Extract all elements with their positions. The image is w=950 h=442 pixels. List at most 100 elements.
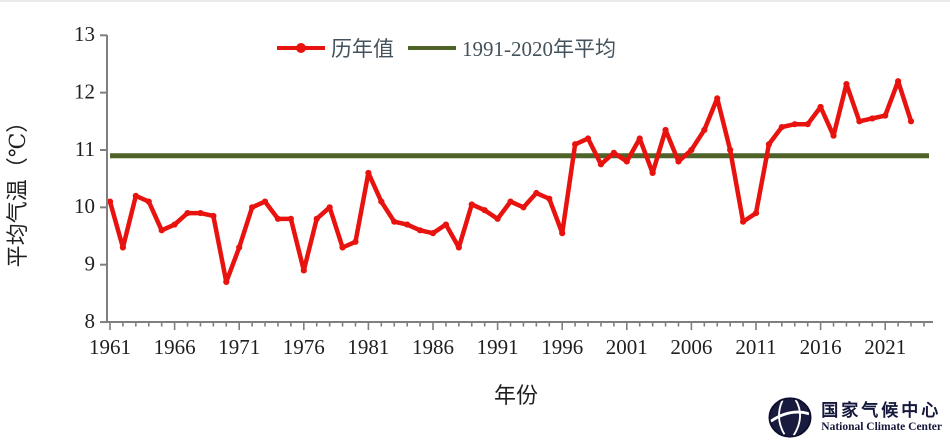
y-axis-ticks: 8 9 10 11 12 13: [74, 22, 107, 333]
annual-line-sample: [277, 43, 325, 53]
x-tick-label: 1991: [477, 335, 519, 359]
data-point-markers: [106, 78, 915, 286]
data-point: [636, 135, 643, 142]
annual-marker-dot-icon: [296, 43, 306, 53]
data-point: [468, 201, 475, 208]
data-point: [171, 221, 178, 228]
x-axis-ticks: 1961 1966 1971 1976 1981 1986 1991 1996 2001 2006…: [89, 322, 925, 359]
data-point: [158, 227, 165, 234]
ncc-logo: 国家气候中心 National Climate Center: [767, 396, 942, 439]
data-point: [378, 198, 385, 205]
x-tick-label: 1996: [541, 335, 583, 359]
x-tick-label: 2011: [735, 335, 776, 359]
y-tick-label: 9: [85, 252, 96, 276]
ncc-globe-icon: [768, 397, 812, 438]
data-point: [184, 209, 191, 217]
data-point: [895, 78, 902, 85]
data-point: [455, 244, 462, 251]
y-tick-label: 11: [75, 137, 95, 161]
data-point: [791, 121, 798, 128]
y-tick-label: 13: [74, 22, 95, 46]
data-point: [817, 103, 824, 111]
data-point: [313, 215, 320, 222]
legend: 历年值 1991-2020年平均: [277, 33, 616, 63]
data-point: [572, 141, 579, 148]
y-tick-label: 12: [74, 79, 95, 103]
data-point: [610, 149, 617, 156]
y-axis-title: 平均气温（℃）: [5, 111, 30, 268]
data-point: [778, 123, 785, 131]
x-tick-label: 1981: [347, 335, 389, 359]
data-point: [481, 207, 488, 214]
data-point: [249, 204, 256, 211]
x-tick-label: 1971: [218, 335, 260, 359]
x-tick-label: 2001: [606, 335, 648, 359]
legend-item-annual: 历年值: [277, 33, 394, 63]
data-point: [597, 161, 605, 168]
data-point: [442, 221, 450, 228]
data-point: [416, 227, 424, 234]
data-point: [584, 135, 592, 142]
data-point: [520, 204, 527, 211]
x-tick-label: 1966: [154, 335, 196, 359]
data-point: [856, 118, 863, 125]
x-axis-title: 年份: [494, 383, 538, 408]
data-point: [559, 230, 566, 237]
data-point: [300, 267, 307, 274]
legend-item-average: 1991-2020年平均: [408, 33, 616, 63]
data-point: [882, 112, 889, 119]
data-point: [714, 95, 721, 102]
data-point: [533, 189, 540, 197]
data-point: [326, 204, 333, 211]
data-point: [261, 198, 269, 205]
legend-label-average: 1991-2020年平均: [462, 37, 616, 61]
temperature-line: [107, 78, 914, 285]
data-point: [649, 169, 656, 177]
data-point: [804, 121, 811, 128]
data-point: [365, 169, 372, 177]
data-point: [752, 209, 760, 217]
x-tick-label: 1976: [283, 335, 325, 359]
data-point: [119, 244, 127, 251]
data-point: [404, 221, 411, 228]
data-point: [701, 126, 708, 134]
data-point: [132, 192, 139, 199]
x-tick-label: 2016: [800, 335, 842, 359]
data-point: [546, 195, 553, 202]
data-point: [223, 278, 230, 286]
data-point: [830, 132, 837, 139]
data-point: [869, 115, 876, 122]
x-tick-label: 1961: [89, 335, 131, 359]
data-point: [688, 146, 695, 154]
data-point: [352, 238, 359, 245]
data-point: [197, 209, 204, 217]
data-point: [727, 146, 734, 154]
x-tick-label: 1986: [412, 335, 454, 359]
data-point: [494, 215, 501, 222]
data-point: [274, 215, 282, 222]
data-point: [843, 80, 850, 88]
data-point: [145, 198, 152, 205]
legend-label-annual: 历年值: [331, 37, 394, 61]
data-point: [210, 212, 217, 220]
average-line-sample: [408, 46, 456, 50]
data-point: [339, 244, 346, 251]
brand-text: 国家气候中心 National Climate Center: [821, 401, 942, 434]
data-point: [429, 230, 437, 237]
data-point: [507, 198, 514, 205]
x-tick-label: 2021: [864, 335, 906, 359]
x-tick-label: 2006: [670, 335, 712, 359]
data-point: [391, 218, 398, 225]
y-tick-label: 10: [74, 194, 95, 218]
brand-name-en: National Climate Center: [821, 420, 942, 433]
data-point: [907, 118, 915, 125]
data-point: [623, 158, 630, 165]
data-point: [765, 141, 773, 148]
data-point: [106, 198, 114, 205]
data-point: [287, 215, 294, 222]
brand-name-zh: 国家气候中心: [821, 401, 942, 421]
data-point: [236, 244, 243, 251]
data-point: [739, 218, 747, 225]
